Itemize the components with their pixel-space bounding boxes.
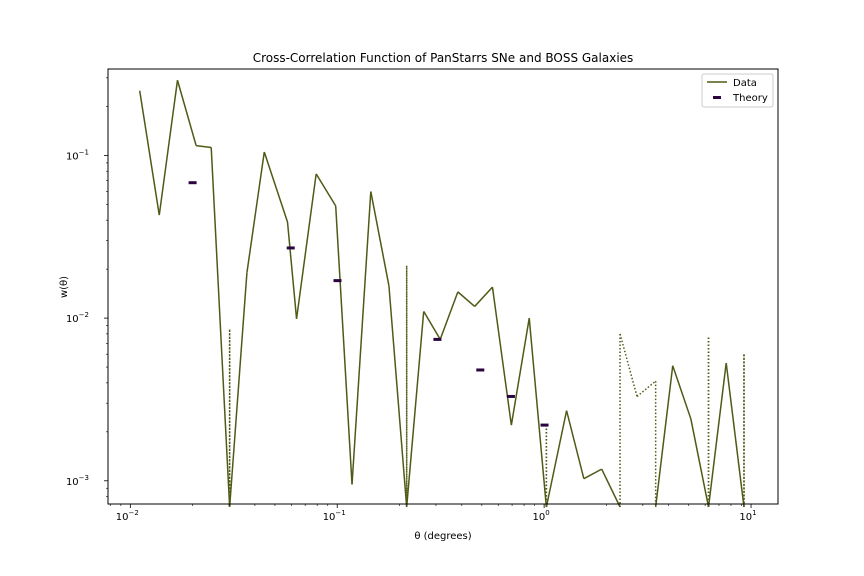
data-line-segment <box>510 318 530 426</box>
theory-point <box>540 423 549 427</box>
plot-frame <box>107 68 779 505</box>
x-tick-label: 10−1 <box>323 509 346 523</box>
data-line-segment <box>334 205 353 485</box>
legend-theory-label: Theory <box>732 93 768 104</box>
data-line-segment <box>158 80 179 216</box>
x-axis: 10−2 10−1 100 101 <box>109 504 757 523</box>
x-tick-exponent: −1 <box>335 509 345 517</box>
x-tick-label: 100 <box>533 509 550 523</box>
theory-point <box>476 368 485 372</box>
data-line-segment <box>210 147 231 508</box>
data-line-segment <box>474 286 494 307</box>
data-line-segment <box>286 221 298 319</box>
data-layer <box>138 80 745 508</box>
y-axis-label: w(θ) <box>59 276 70 298</box>
data-line-segment <box>263 151 289 223</box>
data-line-segment <box>176 80 197 146</box>
data-line-segment <box>491 287 513 426</box>
y-tick-exponent: −1 <box>79 148 89 156</box>
data-line-segment <box>351 191 372 485</box>
theory-point <box>433 337 442 341</box>
data-line-segment <box>388 285 408 508</box>
x-axis-label: θ (degrees) <box>414 531 471 542</box>
data-line-segment <box>405 311 425 508</box>
data-line-segment <box>370 191 390 286</box>
data-line-segment <box>583 468 603 480</box>
data-line-segment <box>672 365 692 420</box>
data-line-segment <box>315 173 337 207</box>
chart-title: Cross-Correlation Function of PanStarrs … <box>253 51 634 65</box>
y-tick-exponent: −2 <box>79 311 89 319</box>
y-axis: 10−3 10−2 10−1 <box>66 77 108 497</box>
y-tick-label: 10−2 <box>66 311 89 325</box>
theory-point <box>506 394 515 398</box>
theory-point <box>188 181 197 185</box>
legend-theory-swatch <box>713 96 721 99</box>
data-line-segment <box>246 151 266 273</box>
x-tick-exponent: 1 <box>752 509 756 517</box>
plot-background <box>108 69 778 504</box>
legend-data-label: Data <box>733 78 757 89</box>
data-negative-segment <box>619 333 638 397</box>
data-line-segment <box>600 468 621 508</box>
data-line-segment <box>565 410 585 479</box>
data-line-segment <box>423 311 441 340</box>
data-line-segment <box>457 291 476 307</box>
theory-layer <box>188 181 549 427</box>
data-line-segment <box>228 272 248 508</box>
data-line-segment <box>196 144 212 149</box>
y-tick-label: 10−1 <box>66 148 89 162</box>
data-line-segment <box>545 410 568 508</box>
data-line-segment <box>439 291 459 340</box>
x-tick-exponent: −2 <box>129 509 139 517</box>
data-line-segment <box>707 362 727 508</box>
x-tick-label: 101 <box>739 509 756 523</box>
data-line-segment <box>654 365 674 508</box>
theory-point <box>333 279 342 283</box>
x-tick-label: 10−2 <box>116 509 139 523</box>
data-line-segment <box>528 318 548 508</box>
x-tick-exponent: 0 <box>545 509 549 517</box>
y-tick-label: 10−3 <box>66 474 89 488</box>
data-line-segment <box>295 173 317 319</box>
data-line-segment <box>725 362 745 508</box>
y-tick-exponent: −3 <box>79 474 89 482</box>
theory-point <box>286 246 295 250</box>
data-line-segment <box>690 418 710 508</box>
data-line-segment <box>138 90 161 216</box>
data-negative-segment <box>636 380 657 398</box>
legend: Data Theory <box>701 73 774 108</box>
